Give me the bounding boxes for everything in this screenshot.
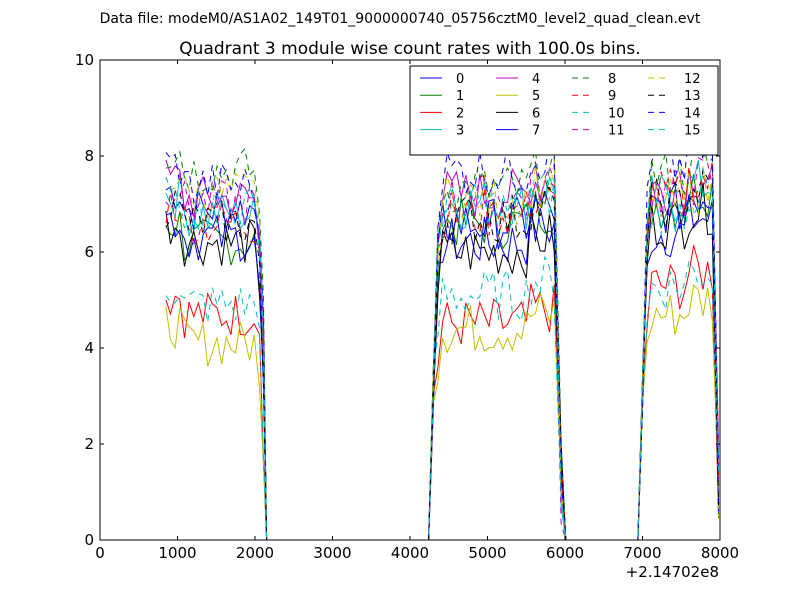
series-line-13	[165, 167, 719, 540]
x-tick-label: 5000	[468, 544, 506, 562]
x-tick-label: 7000	[623, 544, 661, 562]
legend-label: 8	[608, 72, 616, 87]
legend-box	[409, 65, 719, 156]
y-tick-label: 0	[84, 531, 94, 549]
series-line-6	[165, 182, 719, 540]
y-tick-label: 6	[84, 243, 94, 261]
y-tick-label: 2	[84, 435, 94, 453]
legend-label: 0	[456, 72, 464, 87]
legend-label: 7	[532, 124, 540, 139]
x-tick-label: 8000	[701, 544, 739, 562]
legend-label: 13	[684, 89, 701, 104]
series-line-5	[165, 284, 719, 540]
legend-label: 11	[608, 124, 625, 139]
y-tick-label: 10	[75, 51, 94, 69]
chart-title: Quadrant 3 module wise count rates with …	[179, 39, 640, 59]
series-line-2	[165, 245, 719, 540]
series-line-14	[165, 125, 719, 540]
legend-label: 15	[684, 124, 701, 139]
x-offset-label: +2.14702e8	[626, 563, 719, 581]
series-line-8	[165, 141, 719, 540]
series-line-3	[165, 160, 719, 540]
x-tick-label: 6000	[546, 544, 584, 562]
legend-label: 2	[456, 106, 464, 121]
legend-label: 12	[684, 72, 701, 87]
series-layer	[165, 125, 719, 540]
series-line-12	[165, 159, 719, 540]
series-line-4	[165, 159, 719, 540]
x-tick-label: 2000	[236, 544, 274, 562]
y-tick-label: 4	[84, 339, 94, 357]
legend-label: 9	[608, 89, 616, 104]
x-tick-label: 1000	[158, 544, 196, 562]
y-tick-label: 8	[84, 147, 94, 165]
legend-label: 1	[456, 89, 464, 104]
x-tick-label: 4000	[391, 544, 429, 562]
x-tick-label: 0	[95, 544, 105, 562]
legend-label: 5	[532, 89, 540, 104]
series-line-11	[165, 157, 719, 540]
legend-label: 10	[608, 106, 625, 121]
legend-label: 14	[684, 106, 701, 121]
suptitle: Data file: modeM0/AS1A02_149T01_90000007…	[100, 11, 701, 27]
series-line-15	[165, 168, 719, 540]
legend-label: 4	[532, 72, 540, 87]
series-line-10	[165, 255, 719, 540]
legend-label: 6	[532, 106, 540, 121]
x-tick-label: 3000	[313, 544, 351, 562]
legend-label: 3	[456, 124, 464, 139]
